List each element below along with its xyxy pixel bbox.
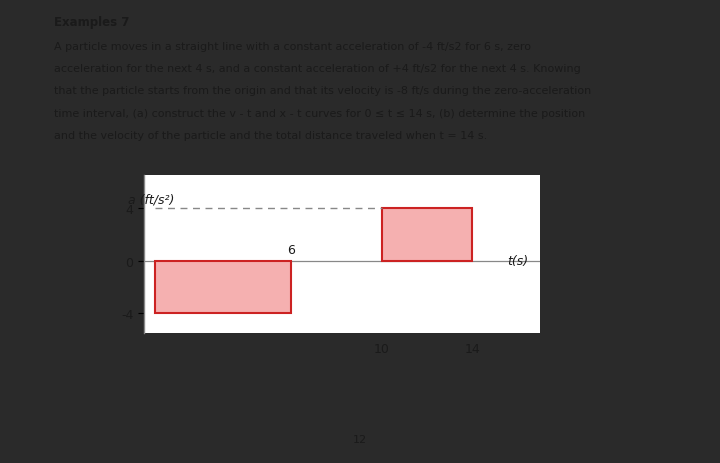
Bar xyxy=(382,209,472,261)
Text: and the velocity of the particle and the total distance traveled when t = 14 s.: and the velocity of the particle and the… xyxy=(54,131,487,141)
Text: that the particle starts from the origin and that its velocity is -8 ft/s during: that the particle starts from the origin… xyxy=(54,86,591,96)
Text: a (ft/s²): a (ft/s²) xyxy=(128,193,174,206)
Text: t(s): t(s) xyxy=(508,255,528,268)
Text: time interval, (a) construct the v - t and x - t curves for 0 ≤ t ≤ 14 s, (b) de: time interval, (a) construct the v - t a… xyxy=(54,108,585,119)
Text: 12: 12 xyxy=(353,434,367,444)
Text: A particle moves in a straight line with a constant acceleration of -4 ft/s2 for: A particle moves in a straight line with… xyxy=(54,42,531,52)
Text: Examples 7: Examples 7 xyxy=(54,16,130,29)
Text: 6: 6 xyxy=(287,244,295,257)
Bar xyxy=(156,261,291,314)
Text: acceleration for the next 4 s, and a constant acceleration of +4 ft/s2 for the n: acceleration for the next 4 s, and a con… xyxy=(54,64,581,74)
